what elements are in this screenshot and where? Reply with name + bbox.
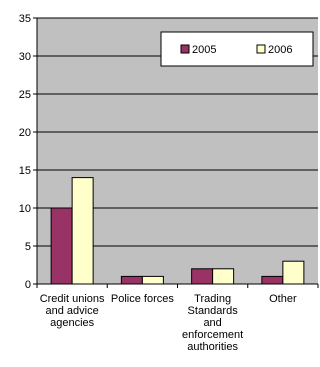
legend-swatch-2006 (256, 44, 266, 54)
x-tick-label-line: Standards (188, 305, 239, 317)
bars (50, 177, 305, 285)
legend: 2005 2006 (160, 31, 314, 67)
y-tick-label: 10 (19, 203, 31, 215)
x-tick-label: Trading Standards and enforcement authoritie… (182, 293, 243, 353)
y-tick-label: 20 (19, 127, 31, 139)
x-tick-label-line: authorities (187, 341, 238, 353)
y-tick-label: 5 (25, 241, 31, 253)
bar-2006-0 (71, 177, 94, 285)
x-tick-label: Credit unions and advice agencies (40, 293, 105, 329)
y-tick-label: 30 (19, 51, 31, 63)
legend-label-2005: 2005 (192, 44, 216, 56)
bar-2005-2 (191, 268, 214, 285)
x-tick-label-line: and (203, 317, 221, 329)
x-tick-label-line: Trading (194, 293, 231, 305)
x-tick-label-line: Credit unions (40, 293, 105, 305)
y-tick-labels: 0 5 10 15 20 25 30 35 (19, 13, 31, 291)
x-tick-label-line: agencies (50, 317, 95, 329)
bar-2005-0 (50, 207, 73, 285)
x-tick-label-line: enforcement (182, 329, 243, 341)
axes (33, 17, 319, 288)
x-tick-label-line: Police forces (111, 293, 174, 305)
x-tick-label-line: Other (269, 293, 297, 305)
legend-label-2006: 2006 (268, 44, 292, 56)
bar-2006-3 (282, 260, 305, 285)
y-tick-label: 0 (25, 279, 31, 291)
x-tick-label-line: and advice (46, 305, 99, 317)
x-tick-label: Other (269, 293, 297, 305)
legend-swatch-2005 (180, 44, 190, 54)
y-tick-label: 15 (19, 165, 31, 177)
x-tick-labels: Credit unions and advice agencies Police fo… (40, 293, 297, 353)
bar-2005-3 (261, 275, 284, 285)
y-tick-label: 25 (19, 89, 31, 101)
bar-2005-1 (120, 275, 143, 285)
bar-2006-1 (141, 275, 164, 285)
y-tick-label: 35 (19, 13, 31, 25)
bar-2006-2 (212, 268, 235, 285)
x-tick-label: Police forces (111, 293, 174, 305)
